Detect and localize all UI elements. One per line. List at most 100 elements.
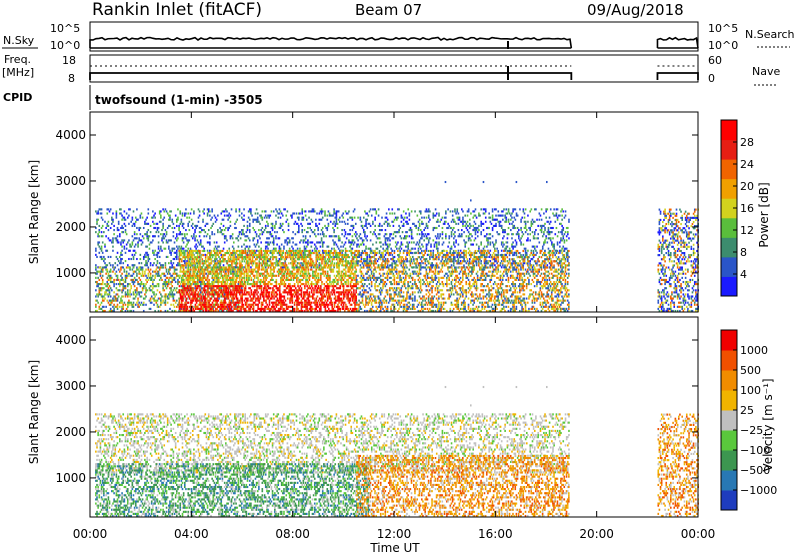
power-cell-upper xyxy=(333,243,335,246)
power-cell-upper xyxy=(317,233,319,236)
power-cell-core xyxy=(233,260,235,263)
power-cell-upper xyxy=(287,224,290,227)
power-cell-upper xyxy=(461,235,463,238)
power-cell-upper xyxy=(141,235,144,238)
power-cell-upper xyxy=(136,237,138,240)
power-cell-upper xyxy=(511,245,513,248)
power-cell-upper xyxy=(453,233,455,236)
power-cell-upper xyxy=(333,255,335,259)
power-cell-upper xyxy=(98,208,101,211)
power-cell-upper xyxy=(432,226,435,230)
power-cell-upper xyxy=(520,243,522,246)
power-cell-lower-early xyxy=(98,283,101,286)
power-cell-upper xyxy=(495,214,497,217)
power-cell-upper xyxy=(311,249,314,252)
power-cell-upper xyxy=(152,239,154,242)
power-cell-core xyxy=(224,291,226,294)
power-cell-upper xyxy=(340,245,342,248)
power-cell-upper xyxy=(111,241,113,244)
power-cell-core xyxy=(200,305,202,308)
power-cell-upper xyxy=(386,247,389,250)
power-cell-lower-early xyxy=(115,299,118,302)
power-cell-upper xyxy=(362,260,365,263)
power-cell-lower-early xyxy=(95,289,97,292)
power-cell-upper xyxy=(299,212,301,215)
power-cell-lower-early xyxy=(132,283,135,286)
power-cell-upper xyxy=(422,222,424,225)
power-cell-upper xyxy=(104,245,106,248)
power-cell-upper xyxy=(467,208,470,211)
power-cell-lower-early xyxy=(128,301,130,304)
power-cell-core xyxy=(251,258,254,261)
power-cell-core xyxy=(212,264,215,267)
power-cell-upper xyxy=(331,214,333,217)
power-cell-upper xyxy=(169,216,171,219)
power-cell-upper xyxy=(466,260,469,263)
power-cell-upper xyxy=(142,257,145,261)
power-cell-upper xyxy=(259,214,261,217)
power-cell-lower-early xyxy=(132,272,135,275)
power-cell-lower-early xyxy=(164,293,167,296)
power-cell-core xyxy=(247,283,249,286)
power-cell-core xyxy=(209,309,212,313)
power-cell-upper xyxy=(185,237,187,240)
power-cell-upper xyxy=(449,247,452,250)
power-cell-upper xyxy=(315,235,317,238)
power-cell-upper xyxy=(458,218,461,221)
power-cell-core xyxy=(252,283,255,286)
power-cell-core xyxy=(257,291,259,294)
power-cell-core xyxy=(202,249,205,253)
power-cell-upper xyxy=(155,253,158,256)
power-cell-core xyxy=(188,291,191,294)
power-cell-upper xyxy=(112,239,114,242)
power-cell-upper xyxy=(535,229,537,232)
power-cell-upper xyxy=(283,245,285,248)
power-cell-lower-early xyxy=(204,266,207,269)
power-cell-lower-early xyxy=(154,270,156,273)
power-cell-upper xyxy=(377,224,380,227)
power-cell-core xyxy=(253,283,256,286)
power-cell-core xyxy=(227,293,230,296)
power-cell-lower-early xyxy=(139,291,142,294)
power-cell-upper xyxy=(388,208,390,211)
power-cell-core xyxy=(247,266,249,269)
power-cell-upper xyxy=(321,231,324,234)
power-cell-upper xyxy=(456,210,459,213)
power-cell-upper xyxy=(543,241,545,244)
power-cell-core xyxy=(253,285,256,288)
power-cell-upper xyxy=(139,214,142,217)
power-cell-upper xyxy=(144,253,146,256)
power-cell-core xyxy=(227,305,230,308)
power-cell-core xyxy=(232,295,234,298)
power-cell-upper xyxy=(315,245,317,248)
power-cell-lower-early xyxy=(161,301,163,304)
power-cell-lower-early xyxy=(154,285,156,288)
power-cell-core xyxy=(231,297,233,300)
power-cell-core xyxy=(210,283,213,286)
power-cell-upper xyxy=(462,224,464,227)
power-cell-core xyxy=(261,266,264,269)
power-cell-upper xyxy=(248,229,251,232)
power-cell-core xyxy=(190,268,192,271)
power-cell-core xyxy=(184,270,186,273)
power-cell-core xyxy=(245,262,248,265)
power-cell-core xyxy=(228,305,231,308)
power-cell-core xyxy=(224,289,226,292)
power-cell-core xyxy=(186,285,189,288)
power-cell-upper xyxy=(168,262,170,265)
power-cell-core xyxy=(188,280,191,284)
power-cell-upper xyxy=(145,255,147,259)
power-cell-upper xyxy=(515,243,518,246)
power-cell-upper xyxy=(145,262,147,265)
power-cell-upper xyxy=(120,253,122,256)
power-cell-core xyxy=(229,303,232,306)
power-cell-lower-early xyxy=(112,280,114,284)
power-cell-core xyxy=(227,278,230,281)
power-cell-lower-early xyxy=(235,272,237,275)
power-cell-upper xyxy=(317,229,319,232)
power-cell-upper xyxy=(153,251,155,254)
power-cell-upper xyxy=(348,210,350,213)
power-cell-upper xyxy=(270,210,273,213)
power-cell-core xyxy=(225,293,228,296)
power-cell-core xyxy=(235,278,238,281)
